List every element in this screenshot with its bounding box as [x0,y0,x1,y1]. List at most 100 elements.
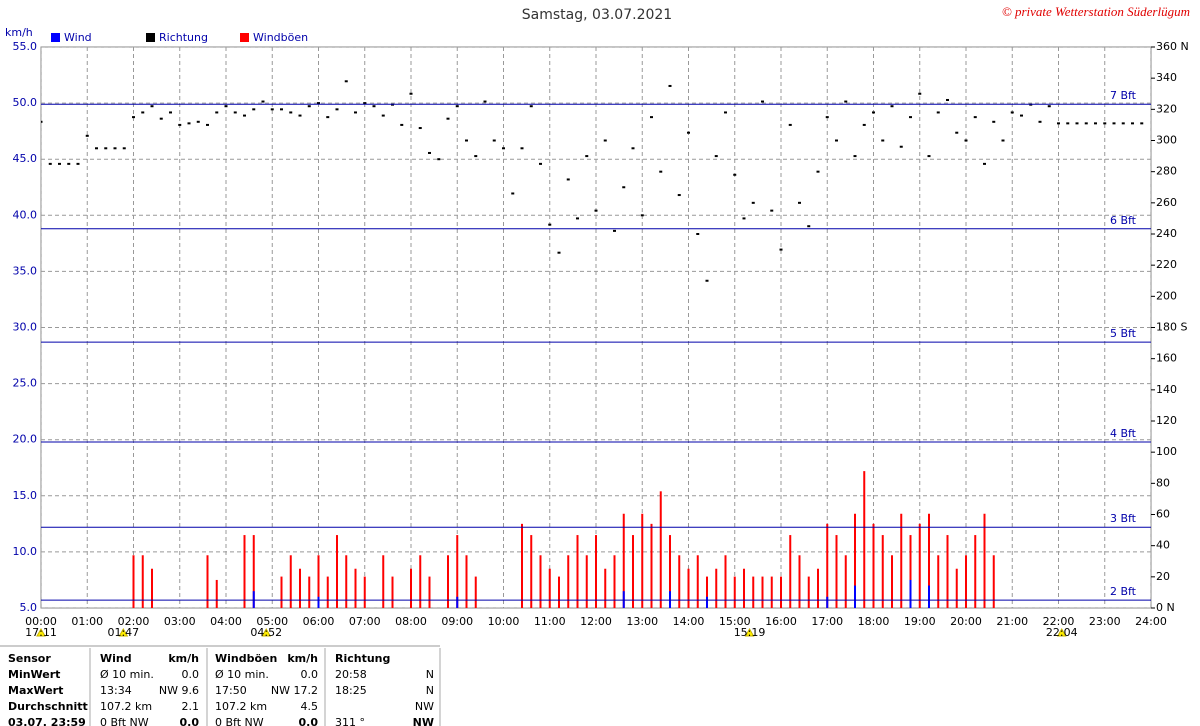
y2-tick-label: 180 S [1156,321,1187,334]
y-tick-label: 30.0 [13,321,38,334]
table-cell: 0 Bft NW [215,716,264,726]
y2-tick-label: 160 [1156,352,1177,365]
wind-bar [474,576,477,608]
legend-label: Richtung [159,31,208,44]
table-cell: Ø 10 min. [100,668,154,681]
table-cell: 311 ° [335,716,365,726]
direction-point [844,100,848,103]
direction-point [95,147,98,150]
wind-bar [835,535,838,608]
wind-bar [428,576,431,608]
table-header: Wind [100,652,132,665]
direction-point [1112,122,1116,125]
direction-point [1057,122,1060,125]
wind-bar [807,576,810,608]
wind-bar [909,535,912,608]
direction-point [502,147,505,150]
y2-tick-label: 140 [1156,383,1177,396]
direction-point [650,116,653,119]
direction-point [289,111,293,114]
x-tick-label: 14:00 [673,615,705,628]
wind-bar [141,555,144,608]
wind-bar [465,555,468,608]
beaufort-label: 6 Bft [1110,214,1137,227]
table-cell: NW 9.6 [159,684,199,697]
table-cell: 18:25 [335,684,367,697]
wind-bar [484,608,486,664]
direction-point [807,225,811,228]
direction-point [862,123,866,126]
wind-bar [354,568,357,608]
time-marker [744,627,755,637]
wind-bar [632,535,634,608]
direction-point [372,105,376,108]
direction-point [465,139,468,142]
wind-bar [1039,608,1041,664]
direction-point [169,111,172,114]
table-cell: 0.0 [182,668,200,681]
wind-bar [308,576,311,608]
direction-point [400,123,404,126]
direction-point [539,162,542,165]
direction-point [909,116,912,119]
wind-bar [669,535,671,608]
table-cell: NW [415,700,434,713]
wind-bar [715,608,717,664]
direction-point [973,116,977,119]
y2-tick-label: 340 [1156,71,1177,84]
y2-tick-label: 60 [1156,508,1170,521]
table-cell: NW 17.2 [271,684,318,697]
direction-point [1121,122,1125,125]
direction-point [122,147,126,150]
wind-bar [456,596,459,608]
wind-bar [613,555,616,608]
direction-point [548,223,552,226]
wind-bar [1122,608,1124,664]
direction-point [326,116,330,119]
direction-point [159,117,163,120]
table-header: km/h [168,652,199,665]
time-marker-label: 15:19 [734,626,766,639]
x-tick-label: 01:00 [71,615,103,628]
beaufort-label: 2 Bft [1110,585,1137,598]
time-marker [118,627,129,637]
direction-point [881,139,885,142]
y-tick-label: 45.0 [13,152,38,165]
direction-point [418,127,422,130]
wind-bar [585,555,588,608]
wind-bar [844,555,847,608]
wind-bar [669,591,671,608]
legend-swatch [51,33,60,42]
x-tick-label: 08:00 [395,615,427,628]
direction-point [1066,122,1070,125]
x-tick-label: 24:00 [1135,615,1167,628]
direction-point [696,233,700,235]
direction-point [206,123,209,126]
direction-point [770,209,774,212]
wind-bar [392,608,394,664]
wind-bar [1039,608,1041,664]
x-tick-label: 00:00 [25,615,57,628]
wind-bar [706,596,708,608]
direction-point [1010,111,1014,114]
table-cell: N [426,668,434,681]
chart-title: Samstag, 03.07.2021 [522,7,672,23]
credit: © private Wetterstation Süderlügum [1002,4,1190,19]
wind-bar [151,568,153,608]
wind-bar [317,596,320,608]
direction-point [307,105,311,108]
wind-bar [928,513,930,608]
direction-point [381,114,385,117]
wind-bar [1122,608,1124,664]
direction-point [659,170,663,173]
legend-label: Wind [64,31,92,44]
direction-point [872,111,875,114]
x-tick-label: 07:00 [349,615,381,628]
wind-bar [900,513,903,608]
direction-point [446,117,450,120]
wind-bar [1132,608,1134,664]
direction-point [178,123,182,126]
time-marker-label: 04:52 [250,626,282,639]
x-tick-label: 06:00 [303,615,335,628]
